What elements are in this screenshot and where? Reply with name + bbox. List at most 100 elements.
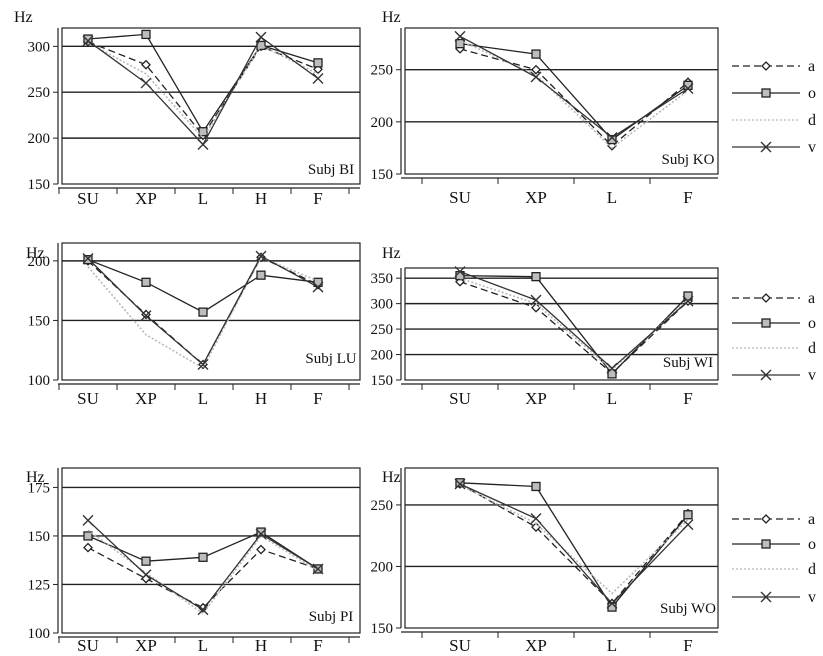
legend-label: o	[808, 85, 816, 102]
y-tick-label: 200	[28, 131, 51, 147]
data-point-o	[256, 527, 266, 537]
data-point-v	[312, 281, 324, 293]
data-point-v	[606, 132, 618, 143]
data-point-o	[198, 307, 208, 317]
y-tick-label: 200	[371, 348, 394, 364]
legend-item-a: a	[732, 58, 815, 75]
x-tick-label: XP	[525, 389, 547, 408]
legend-item-v: v	[732, 139, 816, 156]
legend-marker	[760, 591, 772, 603]
legend-label: v	[808, 139, 816, 156]
series-line-d	[87, 529, 319, 615]
subject-label: Subj BI	[308, 162, 354, 178]
data-point-v	[312, 72, 324, 84]
x-tick-label: L	[198, 636, 208, 655]
y-axis-unit: Hz	[382, 469, 401, 486]
y-tick-label: 200	[371, 559, 394, 575]
data-point-v	[197, 139, 209, 151]
legend-label: v	[808, 589, 816, 606]
data-point-o	[141, 277, 151, 287]
data-point-o	[531, 272, 541, 282]
x-tick-label: L	[198, 389, 208, 408]
x-tick-label: F	[683, 188, 692, 207]
data-point-v	[82, 514, 94, 526]
y-tick-label: 150	[28, 529, 51, 545]
x-tick-label: F	[313, 389, 322, 408]
data-point-v	[530, 71, 542, 83]
data-point-v	[530, 294, 542, 306]
x-tick-label: L	[607, 636, 617, 655]
legend-item-v: v	[732, 367, 816, 384]
x-tick-label: H	[255, 189, 267, 208]
data-point-o	[256, 270, 266, 280]
data-point-o	[198, 552, 208, 562]
x-tick-label: H	[255, 636, 267, 655]
x-tick-label: F	[683, 389, 692, 408]
data-point-o	[455, 478, 465, 488]
data-point-o	[83, 531, 93, 541]
series-d	[459, 484, 689, 595]
legend-item-o: o	[732, 85, 816, 102]
legend-label: a	[808, 511, 815, 528]
plot-area	[61, 467, 361, 634]
data-point-v	[140, 569, 152, 581]
x-tick-label: SU	[449, 188, 471, 207]
legend-marker	[760, 141, 772, 153]
x-tick-label: SU	[77, 389, 99, 408]
data-point-o	[683, 510, 693, 520]
chart-panel-subj-ko: 150 200 250 SU XP L F Hz Subj KO	[371, 9, 719, 207]
series-d	[87, 256, 319, 370]
data-point-v	[682, 82, 694, 94]
chart-panel-subj-wi: 150 200 250 300 350 SU XP L F Hz Subj WI	[371, 245, 719, 408]
data-point-a	[256, 544, 266, 555]
series-v	[454, 478, 694, 609]
series-v	[454, 30, 694, 143]
data-point-v	[606, 362, 618, 374]
x-tick-label: XP	[525, 188, 547, 207]
series-line-v	[459, 270, 689, 370]
series-v	[454, 266, 694, 374]
legend-label: o	[808, 536, 816, 553]
data-point-v	[454, 478, 466, 490]
series-line-v	[459, 483, 689, 605]
legend-marker	[761, 293, 771, 303]
y-tick-label: 100	[28, 373, 51, 389]
data-point-a	[83, 542, 93, 553]
data-point-v	[454, 266, 466, 278]
subject-label: Subj WO	[660, 601, 716, 617]
y-tick-label: 150	[371, 373, 394, 389]
data-point-v	[197, 604, 209, 616]
legend-label: a	[808, 290, 815, 307]
data-point-o	[198, 127, 208, 137]
chart-panel-subj-lu: 100 150 200 SU XP L H F Hz Subj LU	[26, 242, 361, 408]
y-tick-label: 150	[371, 167, 394, 183]
data-point-o	[531, 49, 541, 59]
y-axis-unit: Hz	[26, 469, 45, 486]
subject-label: Subj PI	[309, 609, 354, 625]
y-tick-label: 200	[371, 115, 394, 131]
y-tick-label: 175	[28, 480, 51, 496]
x-tick-label: XP	[525, 636, 547, 655]
data-point-a	[141, 59, 151, 70]
data-point-v	[312, 563, 324, 575]
chart-panel-subj-pi: 100 125 150 175 SU XP L H F Hz Subj PI	[26, 467, 361, 655]
data-point-v	[140, 310, 152, 322]
data-point-v	[606, 597, 618, 609]
x-tick-label: XP	[135, 189, 157, 208]
data-point-v	[255, 31, 267, 43]
series-line-a	[459, 281, 689, 375]
legend-label: d	[808, 340, 816, 357]
x-tick-label: L	[607, 389, 617, 408]
data-point-v	[82, 252, 94, 264]
x-tick-label: L	[607, 188, 617, 207]
y-tick-label: 150	[371, 621, 394, 637]
series-v	[82, 250, 324, 371]
x-tick-label: XP	[135, 389, 157, 408]
y-tick-label: 300	[371, 297, 394, 313]
y-tick-label: 100	[28, 626, 51, 642]
data-point-v	[140, 77, 152, 89]
plot-area	[404, 267, 719, 381]
legend-marker	[761, 514, 771, 524]
